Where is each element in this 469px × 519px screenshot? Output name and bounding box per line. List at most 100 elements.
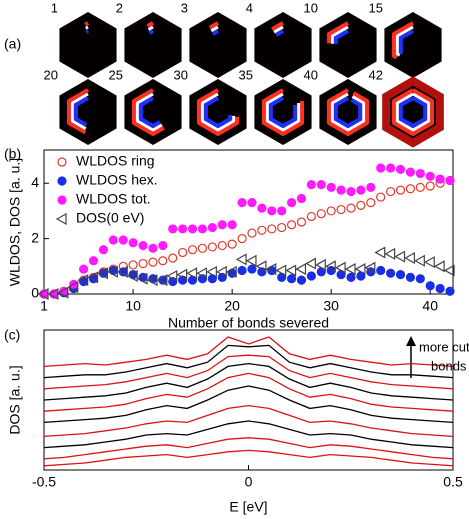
- marker: [217, 240, 227, 251]
- marker: [364, 261, 376, 274]
- marker: [196, 267, 208, 280]
- wavefunction: [326, 21, 350, 44]
- x-tick-label: -0.5: [32, 474, 56, 490]
- wavefunction: [271, 21, 285, 32]
- marker: [356, 200, 366, 210]
- dos-curve: [43, 372, 454, 412]
- marker: [285, 264, 297, 277]
- marker: [217, 220, 227, 230]
- axes-frame: [43, 329, 454, 471]
- marker: [415, 182, 425, 192]
- x-tick-label: 10: [125, 298, 141, 314]
- annotation: bonds: [431, 358, 467, 373]
- wavefunction: [333, 29, 349, 44]
- marker: [187, 224, 198, 234]
- hexagon: [189, 12, 247, 78]
- hexagon: [254, 79, 312, 145]
- marker: [405, 167, 416, 177]
- marker: [346, 203, 356, 213]
- marker: [138, 240, 148, 251]
- marker: [158, 256, 168, 266]
- marker: [346, 272, 356, 282]
- marker: [376, 163, 386, 173]
- marker: [97, 267, 109, 280]
- hexagon: [254, 12, 312, 78]
- marker: [128, 260, 138, 270]
- wavefunction: [196, 88, 240, 136]
- marker: [295, 263, 307, 276]
- marker: [374, 246, 386, 259]
- wavefunction: [398, 29, 414, 55]
- hexagon-label: 20: [44, 67, 58, 82]
- hexagon-label: 40: [304, 67, 318, 82]
- marker: [445, 286, 455, 296]
- marker: [324, 260, 336, 273]
- wavefunction: [330, 92, 366, 132]
- wavefunction: [273, 25, 284, 34]
- marker: [306, 211, 316, 222]
- marker: [79, 264, 89, 274]
- hexagon-label: 10: [304, 0, 318, 15]
- dos-curve: [43, 420, 454, 449]
- marker: [395, 270, 406, 280]
- marker: [296, 193, 307, 204]
- wavefunction: [268, 96, 298, 128]
- wavefunction: [265, 92, 301, 132]
- glow: [382, 76, 444, 148]
- wavefunction: [391, 88, 435, 136]
- marker: [384, 247, 396, 260]
- annotation: more cut: [419, 339, 469, 354]
- dos-curve: [43, 404, 454, 438]
- marker: [435, 174, 445, 184]
- x-tick-label: 1: [40, 298, 48, 314]
- marker: [296, 217, 307, 227]
- wavefunction: [333, 96, 363, 128]
- marker: [316, 209, 326, 219]
- wavefunction: [131, 88, 165, 136]
- marker: [197, 224, 208, 234]
- marker: [336, 185, 346, 195]
- marker: [315, 258, 326, 271]
- marker: [443, 264, 455, 277]
- hexagon-label: 30: [174, 67, 188, 82]
- x-tick-label: 40: [422, 298, 438, 314]
- marker: [148, 243, 158, 253]
- marker: [286, 274, 297, 284]
- marker: [57, 286, 69, 299]
- marker: [57, 176, 67, 186]
- marker: [136, 272, 148, 285]
- x-axis-label: E [eV]: [229, 499, 267, 515]
- marker: [237, 234, 247, 244]
- marker: [108, 235, 118, 245]
- axes-frame: [43, 149, 454, 295]
- dos-curve: [43, 449, 454, 467]
- marker: [87, 271, 99, 284]
- marker: [305, 257, 316, 270]
- hexagon: [189, 79, 247, 145]
- marker: [148, 257, 158, 267]
- x-tick-label: 0: [245, 474, 253, 490]
- marker: [47, 287, 59, 301]
- y-axis-label: DOS [a. u.]: [7, 365, 23, 434]
- hexagon: [124, 12, 182, 78]
- marker: [235, 253, 247, 266]
- x-axis-label: Number of bonds severed: [168, 315, 329, 331]
- marker: [88, 256, 99, 266]
- hexagon: [319, 12, 377, 78]
- marker: [386, 186, 396, 197]
- hexagon: [384, 12, 442, 78]
- hexagon-label: 25: [109, 67, 123, 82]
- marker: [237, 265, 247, 276]
- wavefunction: [208, 21, 220, 30]
- dos-curve: [43, 437, 454, 460]
- panel-label: (a): [4, 36, 21, 52]
- marker: [405, 272, 416, 282]
- marker: [414, 254, 425, 267]
- marker: [334, 261, 346, 274]
- wavefunction: [135, 92, 163, 132]
- marker: [277, 206, 287, 216]
- marker: [286, 198, 297, 208]
- hexagon-label: 1: [51, 0, 58, 15]
- wavefunction: [85, 29, 90, 34]
